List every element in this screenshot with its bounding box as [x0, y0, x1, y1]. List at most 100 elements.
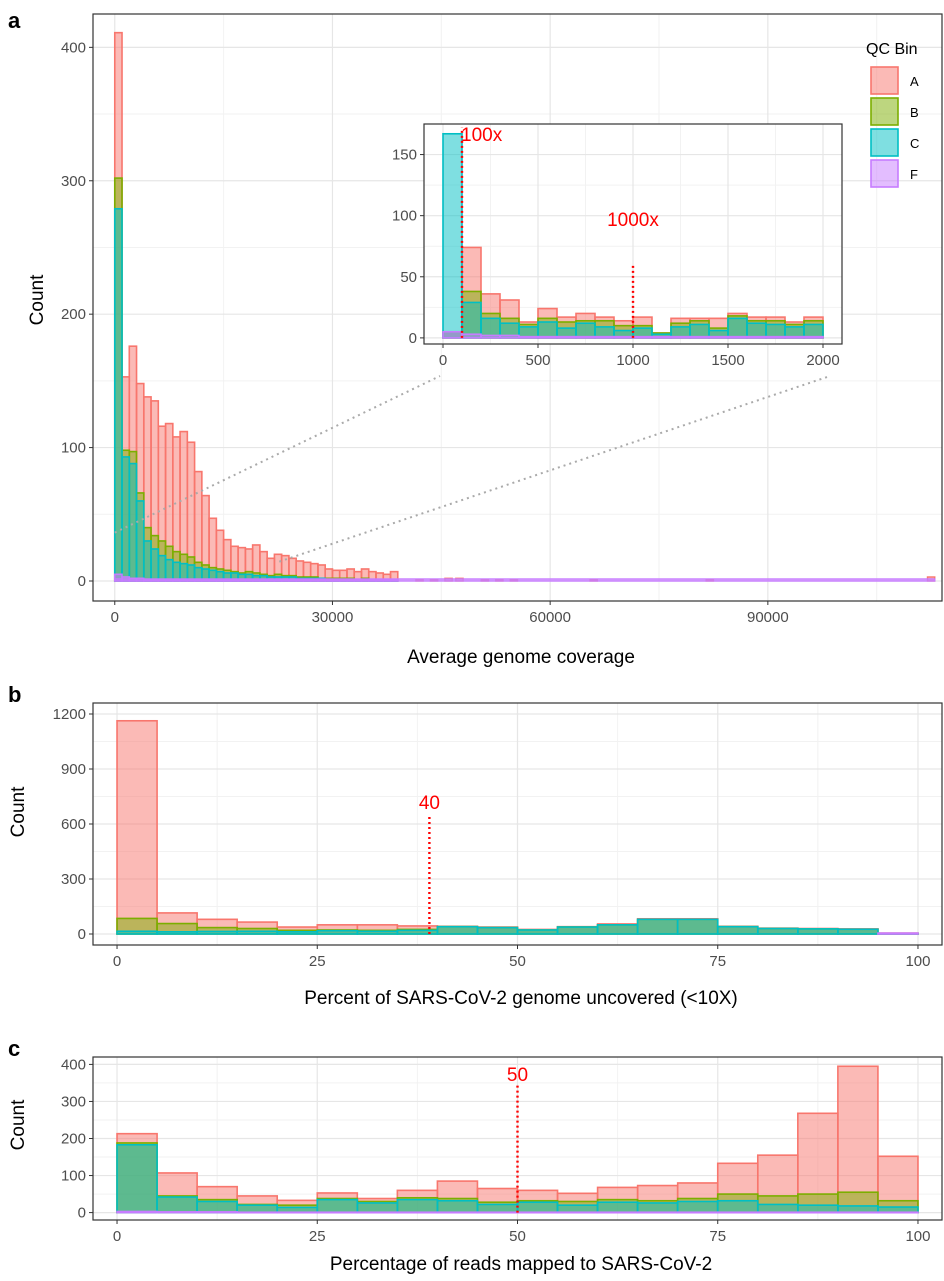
inset-bar-F: [518, 335, 539, 339]
panel-b-bar-C: [636, 918, 679, 935]
inset-bar-F: [708, 335, 729, 339]
panel-c-y-axis-label: Count: [8, 1099, 29, 1150]
inset-bar-F: [575, 335, 596, 339]
inset-bar-F: [765, 335, 786, 339]
legend-label-B: B: [910, 105, 919, 120]
panel-c-bar-A: [837, 1065, 879, 1214]
inset-x-tick-label: 500: [525, 352, 550, 369]
panel-b-y-tick-label: 600: [61, 816, 86, 833]
panel-c-bar-C: [516, 1201, 559, 1214]
panel-c-bar-F: [636, 1211, 679, 1214]
inset-x-tick-label: 2000: [806, 352, 839, 369]
inset-bar-F: [556, 335, 577, 339]
inset-bar-C: [461, 301, 482, 339]
inset-threshold-label: 1000x: [607, 210, 659, 231]
panel-c-bar-F: [837, 1211, 879, 1214]
inset-bar-F: [594, 335, 615, 339]
legend-swatch-C: [870, 128, 899, 157]
panel-c-x-tick-label: 100: [905, 1228, 930, 1245]
panel-c-bar-C: [436, 1199, 479, 1214]
panel-label-b: b: [8, 682, 21, 707]
panel-b-bar-C: [276, 930, 319, 935]
inset-y-tick-label: 50: [400, 269, 417, 286]
inset-panel-border: [423, 123, 843, 345]
legend-title: QC Bin: [866, 41, 918, 58]
inset-x-tick-label: 1000: [616, 352, 649, 369]
panel-a-y-axis-label: Count: [27, 274, 48, 325]
panel-b-bar-C: [756, 927, 799, 935]
inset-bar-F: [442, 330, 463, 339]
panel-c-bar-C: [156, 1196, 198, 1214]
panel-a-bar-C: [135, 500, 145, 582]
panel-b-x-tick-label: 100: [905, 953, 930, 970]
panel-a-y-tick-label: 200: [61, 306, 86, 323]
panel-c-bar-F: [556, 1211, 599, 1214]
legend-swatch-F: [870, 159, 899, 188]
panel-a-x-tick-label: 60000: [529, 609, 571, 626]
inset-threshold-label: 100x: [461, 125, 503, 146]
panel-c-bar-F: [716, 1211, 759, 1214]
inset-y-tick-label: 0: [409, 330, 417, 347]
panel-b-y-tick-label: 900: [61, 761, 86, 778]
legend-swatch-B: [870, 97, 899, 126]
inset-bar-F: [803, 335, 824, 339]
panel-c-y-tick-label: 400: [61, 1056, 86, 1073]
panel-b-x-tick-label: 75: [709, 953, 726, 970]
panel-b-bar-C: [596, 924, 639, 935]
panel-c-bar-C: [636, 1202, 679, 1214]
panel-a-bar-C: [121, 456, 131, 582]
panel-c-bar-F: [596, 1211, 639, 1214]
inset-bar-F: [632, 335, 653, 339]
panel-a-panel-border: [92, 13, 943, 602]
panel-c-bar-F: [156, 1211, 198, 1214]
panel-b-x-tick-label: 25: [309, 953, 326, 970]
panel-b-x-tick-label: 50: [509, 953, 526, 970]
panel-label-a: a: [8, 8, 21, 33]
panel-c-bar-F: [797, 1211, 839, 1214]
inset-connector-line: [114, 375, 441, 534]
panel-c-bar-C: [316, 1198, 359, 1214]
panel-c-bar-C: [116, 1143, 158, 1214]
panel-b-bar-C: [236, 930, 279, 935]
inset-bar-F: [689, 335, 710, 339]
panel-c-y-tick-label: 100: [61, 1168, 86, 1185]
inset-connector-line: [278, 375, 831, 563]
panel-c-bar-F: [877, 1211, 919, 1214]
panel-a-x-axis-label: Average genome coverage: [407, 647, 635, 668]
panel-c-chart: 0 25 50 75 100 0 100 200 300 400 50: [61, 1056, 943, 1245]
panel-c-y-tick-label: 300: [61, 1093, 86, 1110]
panel-a-y-tick-label: 0: [78, 573, 86, 590]
panel-c-x-tick-label: 75: [709, 1228, 726, 1245]
panel-b-bar-C: [156, 930, 198, 935]
inset-bar-F: [480, 334, 501, 339]
panel-a-y-tick-label: 400: [61, 39, 86, 56]
panel-b-panel-border: [92, 702, 943, 946]
panel-c-x-tick-label: 50: [509, 1228, 526, 1245]
panel-b-y-tick-label: 0: [78, 926, 86, 943]
panel-c-bar-F: [236, 1211, 279, 1214]
panel-b-y-tick-label: 1200: [53, 706, 86, 723]
inset-y-tick-label: 100: [392, 208, 417, 225]
panel-c-y-tick-label: 0: [78, 1205, 86, 1222]
panel-b-y-tick-label: 300: [61, 871, 86, 888]
panel-a-inset-chart: 0 500 1000 1500 2000 0 50 100 150 100x 1000x: [114, 123, 843, 563]
panel-b-bar-C: [716, 925, 759, 935]
panel-b-bar-C: [436, 925, 479, 935]
inset-bar-C: [746, 322, 767, 339]
panel-c-bar-F: [436, 1211, 479, 1214]
panel-b-bar-C: [396, 929, 439, 935]
inset-bar-F: [613, 335, 634, 339]
panel-a-x-tick-label: 0: [111, 609, 119, 626]
panel-c-bar-F: [356, 1211, 399, 1214]
panel-c-bar-F: [276, 1211, 319, 1214]
panel-a-bar-C: [150, 548, 160, 582]
panel-c-bar-C: [676, 1200, 719, 1214]
inset-bar-F: [651, 335, 672, 339]
inset-bar-C: [442, 132, 463, 339]
panel-b-bar-C: [196, 930, 238, 935]
panel-a-y-tick-label: 300: [61, 173, 86, 190]
panel-b-bar-C: [797, 928, 839, 935]
panel-c-y-tick-label: 200: [61, 1131, 86, 1148]
panel-a-bar-C: [164, 558, 174, 582]
